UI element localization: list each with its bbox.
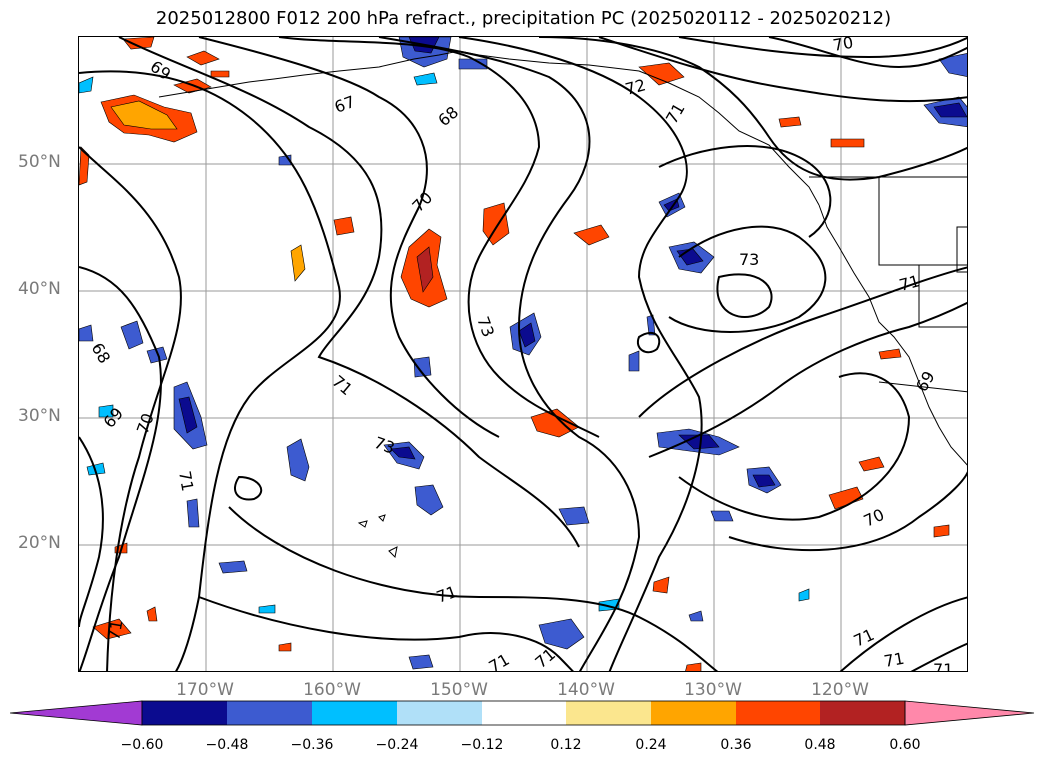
contour-label: 70 bbox=[408, 188, 436, 216]
contour-label: 70 bbox=[831, 37, 854, 55]
contour-label: 73 bbox=[473, 314, 498, 340]
lon-label: 140°W bbox=[557, 680, 615, 700]
colorbar-bin bbox=[142, 701, 227, 725]
colorbar-bin bbox=[651, 701, 736, 725]
colorbar-bin bbox=[397, 701, 482, 725]
map-panel: 69 67 68 70 72 71 70 73 71 73 71 69 68 6… bbox=[78, 36, 968, 672]
colorbar-bin bbox=[820, 701, 905, 725]
contour-label: 71 bbox=[486, 650, 513, 672]
lat-label: 30°N bbox=[18, 406, 61, 426]
lon-label: 130°W bbox=[684, 680, 742, 700]
map-canvas: 69 67 68 70 72 71 70 73 71 73 71 69 68 6… bbox=[79, 37, 967, 672]
colorbar-tick-label: −0.48 bbox=[205, 737, 249, 753]
contour-label: 71 bbox=[175, 469, 197, 492]
contour-label: 71 bbox=[897, 271, 922, 295]
lat-label: 20°N bbox=[18, 533, 61, 553]
colorbar-tick-label: −0.24 bbox=[375, 737, 419, 753]
colorbar-bin bbox=[227, 701, 312, 725]
colorbar-bin bbox=[566, 701, 651, 725]
contour-label: 70 bbox=[861, 505, 887, 531]
lon-label: 120°W bbox=[811, 680, 869, 700]
colorbar-tick-label: 0.48 bbox=[804, 737, 836, 753]
colorbar-tick-label: −0.36 bbox=[290, 737, 334, 753]
colorbar bbox=[10, 700, 1035, 726]
contour-label: 71 bbox=[882, 649, 905, 671]
colorbar-tick-label: 0.12 bbox=[550, 737, 582, 753]
colorbar-bin bbox=[736, 701, 820, 725]
contour-label: 71 bbox=[933, 660, 953, 672]
colorbar-tick-label: 0.60 bbox=[889, 737, 921, 753]
contour-label: 71 bbox=[851, 625, 877, 651]
contour-label: 70 bbox=[133, 411, 158, 437]
colorbar-max-extension bbox=[904, 700, 1035, 726]
colorbar-tick-label: 0.24 bbox=[635, 737, 667, 753]
colorbar-bin bbox=[312, 701, 397, 725]
coastlines bbox=[158, 50, 967, 559]
colorbar-tick-label: −0.60 bbox=[120, 737, 164, 753]
refractivity-contours bbox=[79, 37, 967, 671]
contour-label: 71 bbox=[434, 582, 460, 607]
contour-label-group: 69 67 68 70 72 71 70 73 71 73 71 69 68 6… bbox=[88, 37, 954, 672]
contour-label: 67 bbox=[332, 92, 358, 117]
contour-label: 73 bbox=[739, 250, 759, 269]
contour-label: 69 bbox=[912, 368, 939, 395]
lon-label: 170°W bbox=[176, 680, 234, 700]
colorbar-tick-label: −0.12 bbox=[460, 737, 504, 753]
map-title: 2025012800 F012 200 hPa refract., precip… bbox=[155, 8, 892, 29]
lon-label: 150°W bbox=[430, 680, 488, 700]
contour-label: 68 bbox=[434, 102, 462, 130]
lat-label: 40°N bbox=[18, 279, 61, 299]
colorbar-bin bbox=[482, 701, 566, 725]
contour-label: 72 bbox=[623, 75, 648, 99]
lat-label: 50°N bbox=[18, 152, 61, 172]
colorbar-tick-label: 0.36 bbox=[720, 737, 752, 753]
contour-label: 71 bbox=[104, 618, 126, 641]
lon-label: 160°W bbox=[303, 680, 361, 700]
contour-label: 71 bbox=[531, 644, 559, 672]
colorbar-min-extension bbox=[10, 700, 143, 726]
precip-positive-patches bbox=[79, 37, 950, 671]
contour-label: 68 bbox=[88, 340, 115, 367]
